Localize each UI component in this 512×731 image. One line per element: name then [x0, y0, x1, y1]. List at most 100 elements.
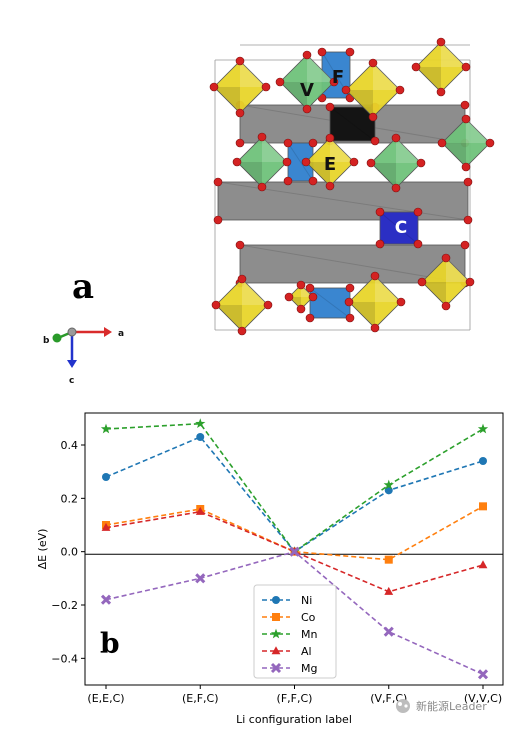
data-point-ni [384, 486, 393, 495]
li-octahedron [417, 253, 475, 311]
oxygen-atom [437, 138, 447, 148]
data-point-mg [289, 546, 300, 557]
oxygen-atom [275, 77, 285, 87]
oxygen-atom [396, 297, 406, 307]
li-octahedron [344, 271, 406, 333]
oxygen-atom [302, 104, 312, 114]
oxygen-atom [461, 162, 471, 172]
site-label-c: C [395, 218, 407, 238]
legend-marker [272, 613, 280, 621]
watermark: 新能源Leader [396, 699, 487, 713]
oxygen-atom [329, 77, 339, 87]
li-octahedron [211, 274, 273, 336]
oxygen-atom [441, 253, 451, 263]
legend-item: Co [262, 611, 316, 624]
oxygen-atom [284, 292, 294, 302]
oxygen-atom [416, 158, 426, 168]
oxygen-atom [345, 313, 355, 323]
oxygen-atom [305, 313, 315, 323]
x-tick-label: (V,V,C) [464, 692, 502, 705]
oxygen-atom [441, 301, 451, 311]
data-point-al [195, 506, 205, 515]
li-octahedron [284, 280, 318, 314]
blue-octahedron [283, 138, 318, 186]
oxygen-atom [235, 108, 245, 118]
panel-label-b: b [100, 627, 120, 660]
watermark-text: 新能源Leader [416, 699, 487, 713]
oxygen-atom [213, 215, 223, 225]
oxygen-atom [317, 47, 327, 57]
oxygen-atom [345, 47, 355, 57]
site-label-v: V [300, 80, 314, 101]
y-tick-label: 0.4 [61, 439, 79, 452]
oxygen-atom [463, 177, 473, 187]
oxygen-atom [257, 132, 267, 142]
oxygen-atom [296, 280, 306, 290]
oxygen-atom [375, 207, 385, 217]
axis-label-b: b [43, 336, 50, 346]
oxygen-atom [461, 62, 471, 72]
site-octahedron-c [375, 207, 423, 249]
series-group [100, 418, 489, 680]
data-point-al [384, 586, 394, 595]
oxygen-atom [485, 138, 495, 148]
oxygen-atom [325, 133, 335, 143]
oxygen-atom [261, 82, 271, 92]
oxygen-atom [308, 176, 318, 186]
data-point-mg [383, 626, 394, 637]
oxygen-atom [463, 215, 473, 225]
oxygen-atom [417, 277, 427, 287]
legend-label: Al [301, 645, 312, 658]
data-point-mn [477, 423, 489, 434]
crystal-structure-illustration [209, 37, 495, 336]
y-axis: 0.4 0.2 0.0 −0.2 −0.4 [51, 439, 85, 665]
series-mg [100, 546, 489, 680]
oxygen-atom [395, 85, 405, 95]
oxygen-atom [349, 157, 359, 167]
y-tick-label: −0.4 [51, 652, 78, 665]
crystal-structure-panel: a a b c VF E C [43, 37, 495, 386]
oxygen-atom [436, 87, 446, 97]
legend-item: Al [262, 645, 312, 658]
data-point-mg [477, 669, 489, 680]
oxygen-atom [235, 56, 245, 66]
legend-label: Co [301, 611, 316, 624]
oxygen-atom [283, 138, 293, 148]
oxygen-atom [257, 182, 267, 192]
legend-marker [270, 662, 282, 674]
data-point-ni [479, 457, 487, 465]
oxygen-atom [461, 114, 471, 124]
oxygen-atom [296, 304, 306, 314]
y-axis-label: ΔE (eV) [36, 529, 49, 570]
li-octahedron [437, 114, 495, 172]
legend-label: Mn [301, 628, 317, 641]
oxygen-atom [345, 283, 355, 293]
data-point-mg [195, 573, 206, 584]
data-point-mn [195, 418, 206, 428]
oxygen-atom [283, 176, 293, 186]
li-octahedron-e [301, 133, 359, 191]
panel-label-a: a [72, 267, 94, 307]
oxygen-atom [413, 239, 423, 249]
oxygen-atom [235, 138, 245, 148]
y-tick-label: −0.2 [51, 599, 78, 612]
legend-marker [272, 596, 280, 604]
oxygen-atom [391, 133, 401, 143]
oxygen-atom [209, 82, 219, 92]
y-tick-label: 0.0 [61, 546, 79, 559]
y-tick-label: 0.2 [61, 492, 79, 505]
oxygen-atom [325, 102, 335, 112]
legend-item: Mn [262, 628, 317, 641]
li-octahedron [366, 133, 426, 193]
oxygen-atom [460, 100, 470, 110]
legend-item: Ni [262, 594, 312, 607]
legend-label: Mg [301, 662, 317, 675]
data-point-ni [102, 473, 110, 481]
oxygen-atom [211, 300, 221, 310]
oxygen-atom [413, 207, 423, 217]
oxygen-atom [237, 326, 247, 336]
x-tick-label: (E,F,C) [182, 692, 219, 705]
site-label-f: F [332, 67, 344, 88]
oxygen-atom [368, 58, 378, 68]
oxygen-atom [325, 181, 335, 191]
